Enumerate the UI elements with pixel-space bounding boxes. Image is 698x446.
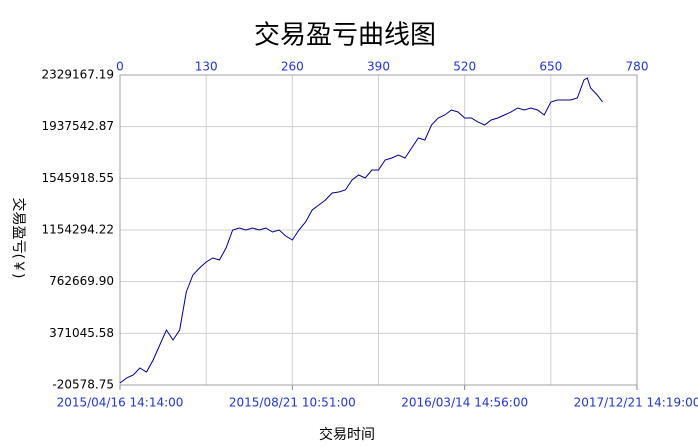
x-top-tick-label: 650 (539, 60, 562, 74)
y-axis-label: 交易盈亏(￥) (10, 198, 27, 279)
line-series (119, 77, 603, 384)
y-tick-label: 2329167.19 (41, 68, 114, 82)
y-tick-label: 371045.58 (49, 326, 114, 340)
plot-frame (119, 74, 638, 386)
y-tick-label: 762669.90 (49, 274, 114, 288)
y-tick-label: -20578.75 (52, 378, 114, 392)
x-axis-label: 交易时间 (319, 426, 375, 443)
x-tick-label: 2016/03/14 14:56:00 (401, 396, 528, 410)
x-tick-label: 2015/08/21 10:51:00 (229, 396, 356, 410)
x-top-tick-label: 390 (367, 60, 390, 74)
x-tick-label: 2015/04/16 14:14:00 (57, 396, 184, 410)
x-top-tick-label: 130 (195, 60, 218, 74)
x-top-tick-label: 780 (626, 60, 649, 74)
x-top-tick-label: 0 (116, 60, 124, 74)
chart-title: 交易盈亏曲线图 (254, 21, 436, 51)
y-tick-label: 1545918.55 (41, 171, 114, 185)
x-tick-label: 2017/12/21 14:19:00 (574, 396, 698, 410)
x-top-tick-label: 260 (281, 60, 304, 74)
y-tick-label: 1937542.87 (41, 119, 114, 133)
y-tick-label: 1154294.22 (41, 223, 114, 237)
x-top-tick-label: 520 (453, 60, 476, 74)
